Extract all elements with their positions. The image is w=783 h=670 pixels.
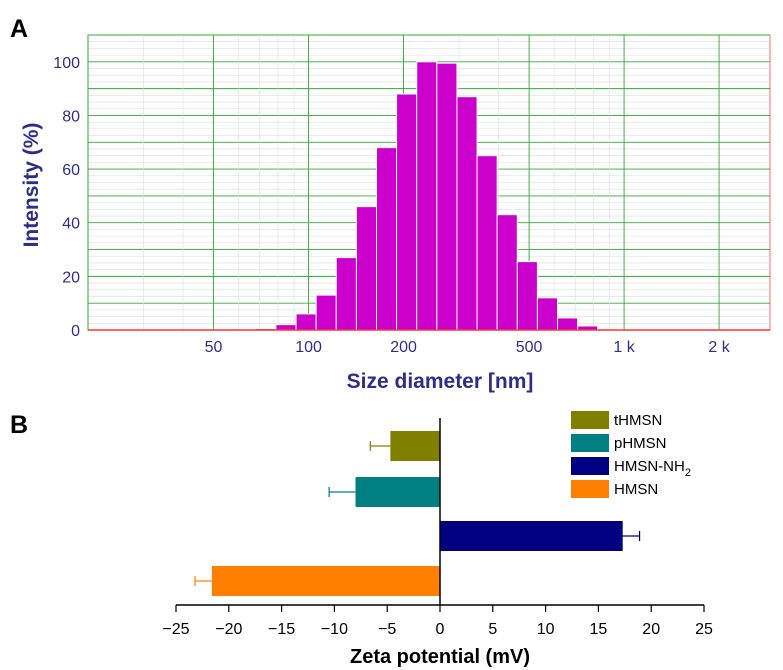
x-tick-label-a: 200 bbox=[390, 339, 417, 356]
legend-label: HMSN-NH2 bbox=[614, 458, 691, 479]
histogram-bar bbox=[476, 155, 498, 331]
histogram-bar bbox=[335, 257, 357, 331]
histogram-bar bbox=[496, 214, 518, 331]
histogram-bar bbox=[355, 206, 378, 331]
x-tick-label-b: −5 bbox=[378, 621, 396, 638]
x-tick-label-b: 5 bbox=[488, 621, 497, 638]
x-axis-title-b: Zeta potential (mV) bbox=[350, 646, 530, 668]
x-tick-label-b: −25 bbox=[162, 621, 189, 638]
x-ticks-a: 50 100 200 500 1 k 2 k bbox=[205, 339, 731, 356]
x-tick-label-a: 500 bbox=[516, 339, 543, 356]
legend-swatch bbox=[571, 457, 609, 475]
x-tick-label-b: −10 bbox=[321, 621, 348, 638]
x-tick-label-a: 100 bbox=[295, 339, 322, 356]
histogram-bar bbox=[416, 61, 438, 331]
x-tick-label-a: 1 k bbox=[613, 339, 635, 356]
histogram-bar bbox=[295, 313, 317, 331]
zeta-bars bbox=[194, 431, 641, 596]
legend-b: tHMSN pHMSN HMSN-NH2 HMSN bbox=[571, 411, 691, 498]
y-axis-title-a: Intensity (%) bbox=[20, 123, 43, 248]
zeta-bar bbox=[211, 566, 440, 596]
panel-a-letter: A bbox=[10, 15, 28, 43]
legend-label: tHMSN bbox=[614, 412, 662, 429]
x-ticks-b: −25 −20 −15 −10 −5 0 5 10 15 20 25 bbox=[162, 605, 713, 638]
size-distribution-chart: 50 100 200 500 1 k 2 k 0 20 40 60 80 100 Size diam… bbox=[20, 34, 771, 393]
histogram-bar bbox=[275, 324, 297, 331]
legend-label: HMSN bbox=[614, 481, 658, 498]
histogram-bar bbox=[536, 297, 558, 331]
x-tick-label-a: 50 bbox=[205, 339, 223, 356]
x-tick-label-b: 10 bbox=[537, 621, 555, 638]
histogram-bar bbox=[396, 93, 418, 331]
zeta-bar bbox=[440, 521, 623, 551]
histogram-bars bbox=[215, 61, 619, 331]
histogram-bar bbox=[436, 62, 458, 331]
legend-label: pHMSN bbox=[614, 435, 667, 452]
histogram-bar bbox=[376, 147, 398, 331]
y-tick-label-a: 80 bbox=[62, 108, 80, 125]
y-ticks-a: 0 20 40 60 80 100 bbox=[53, 55, 80, 340]
zeta-potential-chart: −25 −20 −15 −10 −5 0 5 10 15 20 25 tHMSN pHMSN HMSN-… bbox=[162, 411, 713, 668]
panel-b-letter: B bbox=[10, 411, 28, 439]
x-tick-label-b: −15 bbox=[268, 621, 295, 638]
x-tick-label-b: 20 bbox=[642, 621, 660, 638]
legend-swatch bbox=[571, 411, 609, 429]
histogram-bar bbox=[315, 294, 337, 331]
y-tick-label-a: 20 bbox=[62, 269, 80, 286]
x-tick-label-a: 2 k bbox=[708, 339, 730, 356]
x-axis-title-a: Size diameter [nm] bbox=[347, 370, 534, 393]
histogram-bar bbox=[556, 317, 579, 331]
x-tick-label-b: 15 bbox=[590, 621, 608, 638]
y-tick-label-a: 0 bbox=[71, 323, 80, 340]
y-tick-label-a: 60 bbox=[62, 162, 80, 179]
y-tick-label-a: 40 bbox=[62, 216, 80, 233]
y-tick-label-a: 100 bbox=[53, 55, 80, 72]
x-tick-label-b: −20 bbox=[215, 621, 242, 638]
legend-swatch bbox=[571, 480, 609, 498]
zeta-bar bbox=[355, 477, 440, 507]
histogram-bar bbox=[516, 261, 538, 331]
legend-swatch bbox=[571, 434, 609, 452]
zeta-bar bbox=[390, 431, 440, 461]
x-tick-label-b: 25 bbox=[695, 621, 713, 638]
histogram-bar bbox=[456, 96, 478, 331]
x-tick-label-b: 0 bbox=[436, 621, 445, 638]
